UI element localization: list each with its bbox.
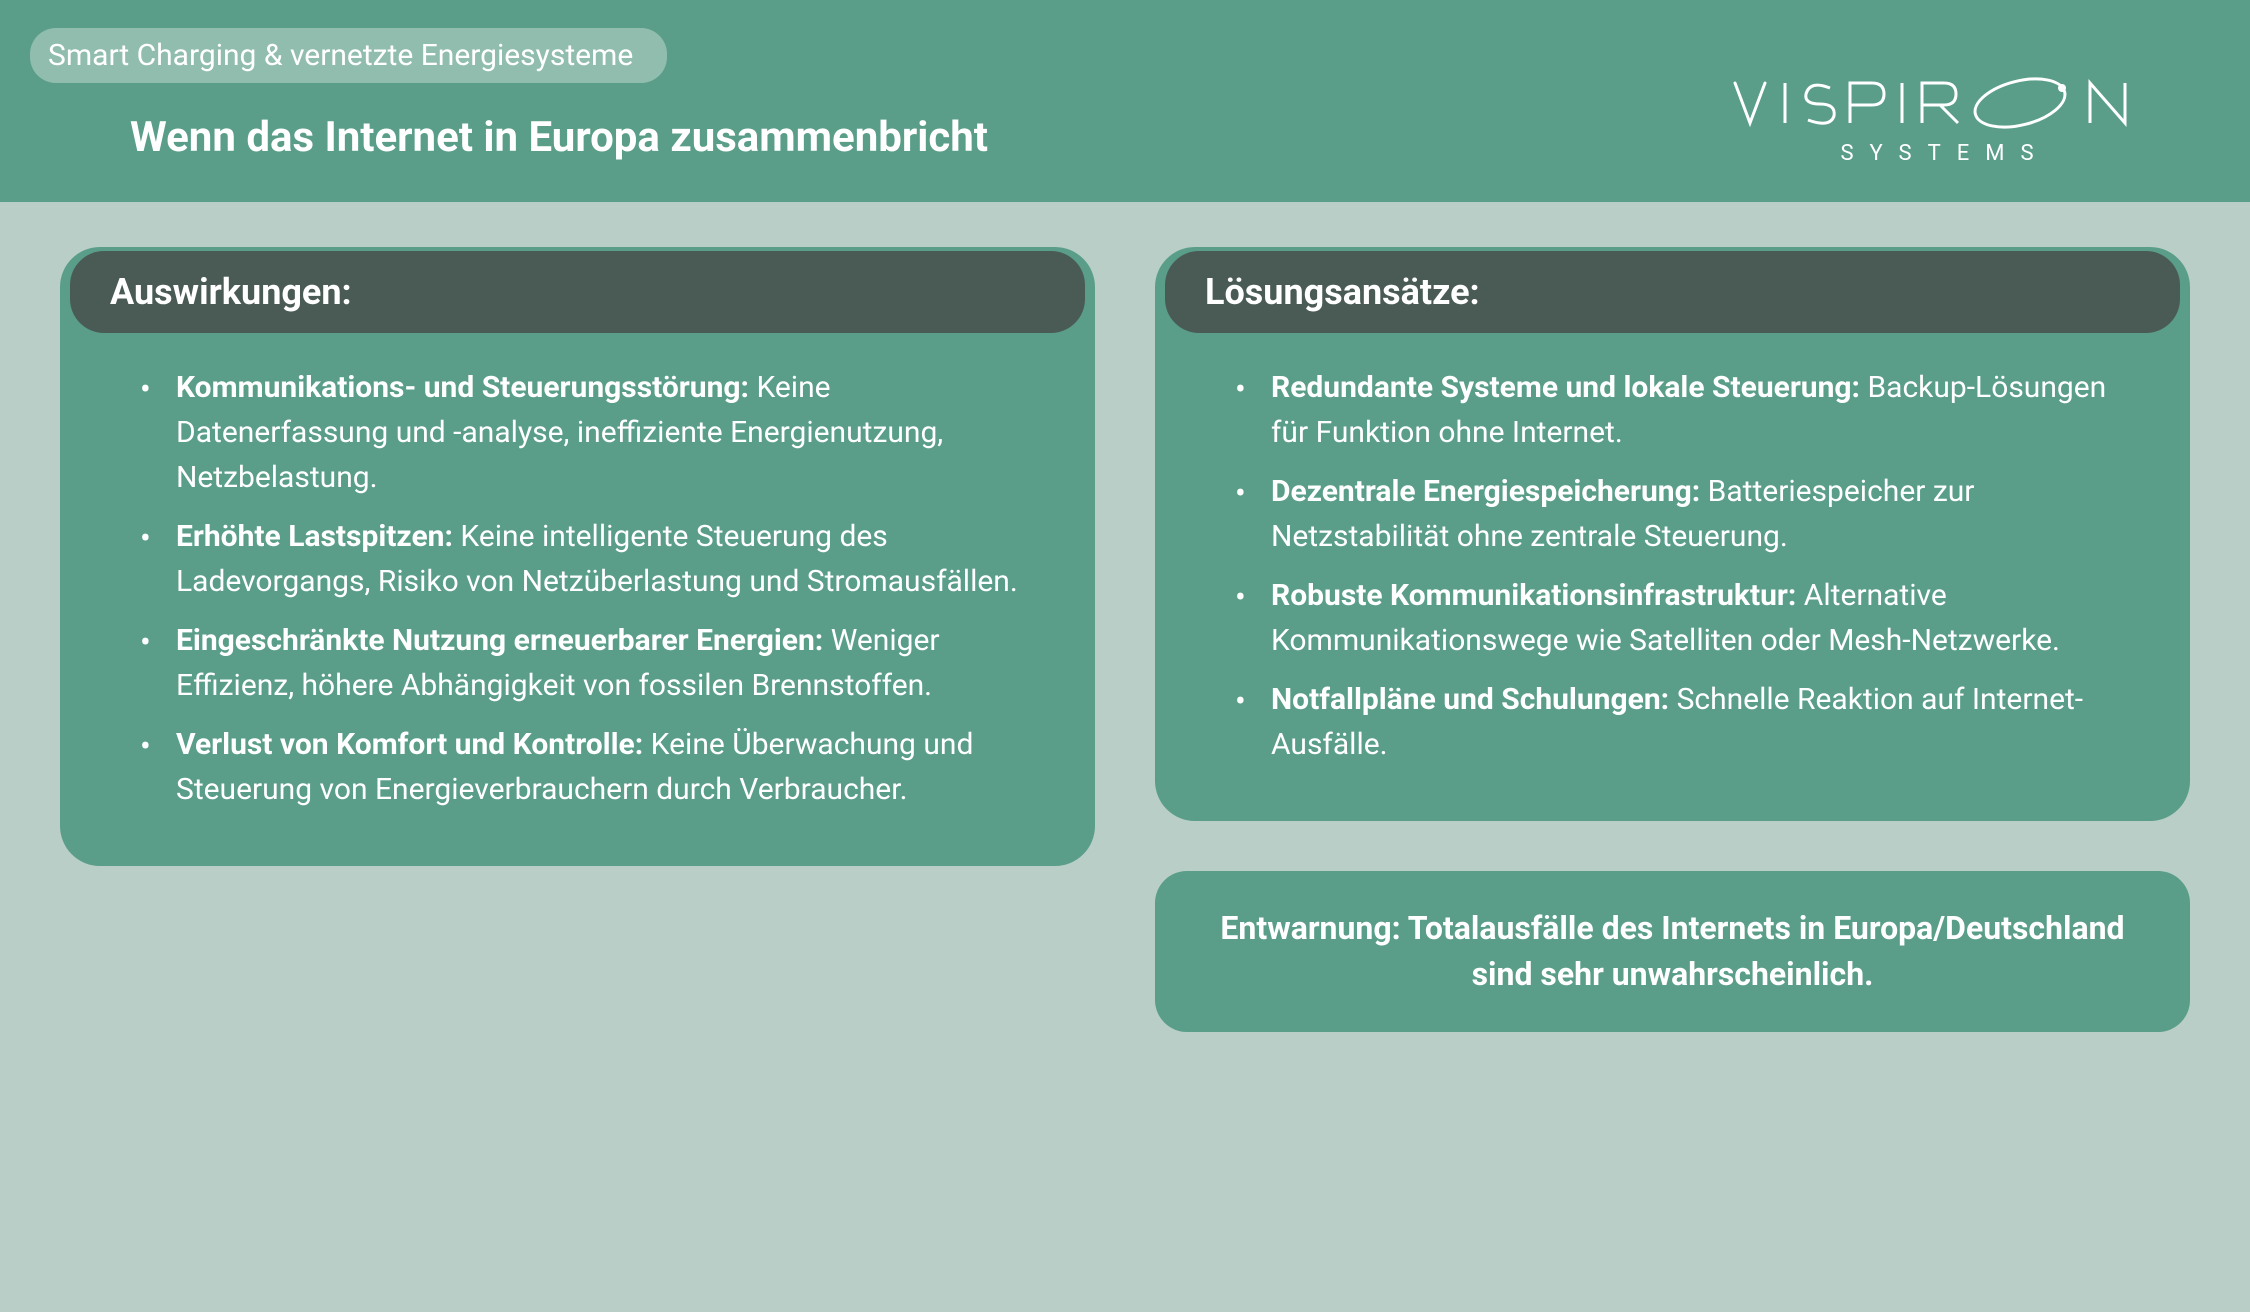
item-title: Dezentrale Energiespeicherung: (1271, 474, 1700, 509)
item-title: Verlust von Komfort und Kontrolle: (176, 727, 643, 762)
impacts-card-body: Kommunikations- und Steuerungsstörung: K… (60, 339, 1095, 812)
solutions-card: Lösungsansätze: Redundante Systeme und l… (1155, 247, 2190, 821)
item-title: Redundante Systeme und lokale Steuerung: (1271, 370, 1860, 405)
note-card: Entwarnung: Totalausfälle des Internets … (1155, 871, 2190, 1032)
list-item: Redundante Systeme und lokale Steuerung:… (1235, 365, 2130, 455)
logo-subtext: SYSTEMS (1840, 141, 2049, 166)
impacts-card-header: Auswirkungen: (70, 251, 1085, 333)
solutions-list: Redundante Systeme und lokale Steuerung:… (1235, 365, 2130, 767)
impacts-list: Kommunikations- und Steuerungsstörung: K… (140, 365, 1035, 812)
content: Auswirkungen: Kommunikations- und Steuer… (0, 202, 2250, 1072)
solutions-card-body: Redundante Systeme und lokale Steuerung:… (1155, 339, 2190, 767)
item-title: Robuste Kommunikationsinfrastruktur: (1271, 578, 1796, 613)
impacts-card: Auswirkungen: Kommunikations- und Steuer… (60, 247, 1095, 866)
item-title: Notfallpläne und Schulungen: (1271, 682, 1669, 717)
topic-badge: Smart Charging & vernetzte Energiesystem… (30, 28, 667, 83)
header-left: Smart Charging & vernetzte Energiesystem… (30, 28, 1730, 162)
header: Smart Charging & vernetzte Energiesystem… (0, 0, 2250, 202)
page-title: Wenn das Internet in Europa zusammenbric… (130, 113, 1730, 162)
right-column: Lösungsansätze: Redundante Systeme und l… (1155, 247, 2190, 1032)
solutions-card-header: Lösungsansätze: (1165, 251, 2180, 333)
item-title: Eingeschränkte Nutzung erneuerbarer Ener… (176, 623, 823, 658)
item-title: Erhöhte Lastspitzen: (176, 519, 453, 554)
list-item: Verlust von Komfort und Kontrolle: Keine… (140, 722, 1035, 812)
logo: SYSTEMS (1730, 68, 2160, 168)
list-item: Eingeschränkte Nutzung erneuerbarer Ener… (140, 618, 1035, 708)
list-item: Dezentrale Energiespeicherung: Batteries… (1235, 469, 2130, 559)
list-item: Erhöhte Lastspitzen: Keine intelligente … (140, 514, 1035, 604)
logo-wordmark-icon: SYSTEMS (1730, 68, 2160, 168)
left-column: Auswirkungen: Kommunikations- und Steuer… (60, 247, 1095, 1032)
list-item: Notfallpläne und Schulungen: Schnelle Re… (1235, 677, 2130, 767)
list-item: Robuste Kommunikationsinfrastruktur: Alt… (1235, 573, 2130, 663)
list-item: Kommunikations- und Steuerungsstörung: K… (140, 365, 1035, 500)
item-title: Kommunikations- und Steuerungsstörung: (176, 370, 749, 405)
